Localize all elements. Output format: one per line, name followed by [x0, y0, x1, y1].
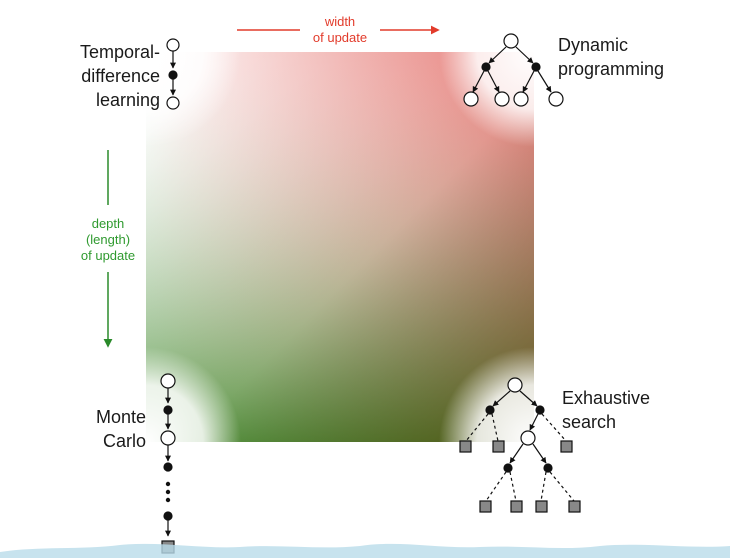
exhaustive-search-label: Exhaustive search [562, 386, 702, 434]
depth-axis-label: depth (length) of update [68, 216, 148, 264]
dp-backup-diagram-icon [463, 33, 564, 107]
depth-axis-label-line3: of update [80, 248, 136, 263]
exhaustive-backup-diagram-icon [459, 377, 581, 513]
monte-carlo-label: Monte Carlo [70, 405, 146, 453]
depth-axis-label-line1: depth [91, 216, 125, 231]
dynamic-programming-label: Dynamic programming [558, 33, 698, 81]
dp-label-line2: programming [558, 59, 665, 79]
es-label-line2: search [562, 412, 617, 432]
width-axis-label-line2: of update [312, 30, 368, 45]
depth-axis-label-line2: (length) [85, 232, 131, 247]
bottom-wave-decoration [0, 543, 730, 558]
td-backup-diagram-icon [166, 38, 180, 110]
td-learning-label: Temporal- difference learning [48, 40, 160, 112]
es-label-line1: Exhaustive [562, 388, 651, 408]
mc-label-line1: Monte [95, 407, 146, 427]
dp-label-line1: Dynamic [558, 35, 629, 55]
td-label-line3: learning [95, 90, 160, 110]
td-label-line1: Temporal- [79, 42, 160, 62]
td-label-line2: difference [81, 66, 160, 86]
mc-backup-diagram-icon [160, 373, 176, 554]
width-axis-label: width of update [300, 14, 380, 46]
gradient-square [146, 52, 534, 442]
mc-label-line2: Carlo [102, 431, 146, 451]
width-axis-label-line1: width [324, 14, 356, 29]
